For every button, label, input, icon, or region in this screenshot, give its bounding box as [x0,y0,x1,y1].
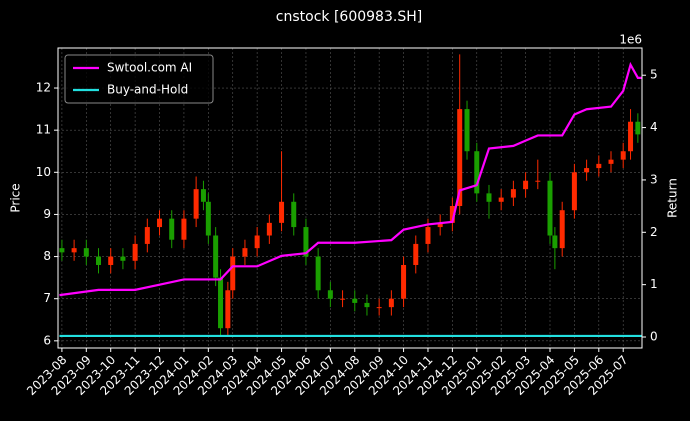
candle-body [584,168,590,173]
candle-body [535,180,541,182]
candle-body [181,218,187,240]
legend-label: Swtool.com AI [107,61,192,75]
candle-body [200,189,206,202]
y2-tick-label: 0 [650,330,658,344]
y-tick-label: 11 [36,123,51,137]
y2-tick-label: 5 [650,68,658,82]
candle-body [425,227,431,244]
y-tick-label: 8 [43,249,51,263]
y-axis-label: Price [9,183,23,212]
candle-body [266,222,272,236]
candle-body [620,151,626,160]
candle-body [413,243,419,265]
candle-body [401,264,407,299]
y2-tick-label: 1 [650,277,658,291]
candle-body [83,248,89,257]
candle-body [449,206,455,223]
candle-body [547,180,553,236]
candle-body [596,163,602,169]
candle-body [457,109,463,207]
candle-body [193,189,199,219]
candle-body [242,248,248,257]
candle-body [552,235,558,249]
candle-body [225,290,231,329]
candle-body [376,307,382,309]
candle-body [437,222,443,228]
candle-body [559,210,565,249]
candle-body [291,201,297,228]
candle-body [352,298,358,303]
candle-body [498,197,504,202]
y-tick-label: 10 [36,165,51,179]
candle-body [132,243,138,261]
candle-body [120,256,126,261]
candle-body [510,189,516,198]
y2-tick-label: 4 [650,120,658,134]
candle-body [218,277,224,329]
candle-body [315,256,321,291]
legend-label: Buy-and-Hold [107,83,188,97]
chart-title: cnstock [600983.SH] [276,9,422,25]
y-tick-label: 12 [36,81,51,95]
candle-body [279,201,285,223]
candle-body [523,180,529,190]
candle-body [205,201,211,236]
candle-body [628,121,634,152]
candle-body [230,256,236,291]
candle-body [464,109,470,152]
y2-tick-label: 3 [650,172,658,186]
candle-body [388,298,394,308]
candle-body [213,235,219,278]
candle-body [157,218,163,228]
candle-body [571,172,577,211]
candle-body [340,298,346,300]
y2-axis-label: Return [666,178,680,218]
candle-body [144,227,150,244]
candle-body [108,256,114,265]
candle-body [635,121,641,135]
candle-body [169,218,175,240]
candle-body [254,235,260,249]
candle-body [327,290,333,299]
candle-body [364,302,370,308]
candle-body [486,193,492,202]
y2-offset-label: 1e6 [619,33,642,47]
candle-body [303,227,309,257]
candle-body [59,248,65,253]
legend-box [64,54,214,104]
candle-body [71,248,77,253]
strategy-line [59,61,642,297]
y2-tick-label: 2 [650,225,658,239]
candle-body [474,151,480,194]
y-tick-label: 9 [43,207,51,221]
y-tick-label: 6 [43,333,51,347]
plot-frame [57,47,643,349]
y-tick-label: 7 [43,291,51,305]
candle-body [96,256,102,265]
candle-body [608,159,614,164]
